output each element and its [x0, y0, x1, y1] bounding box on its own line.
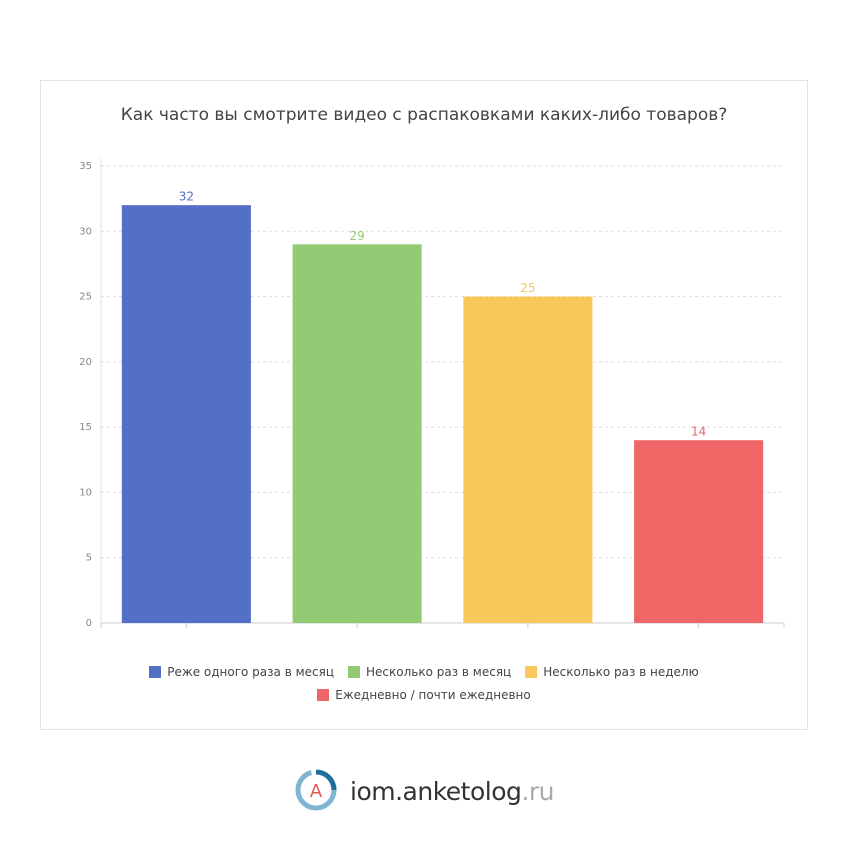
legend-swatch [149, 665, 162, 678]
legend-item[interactable]: Несколько раз в месяц [348, 664, 511, 679]
logo-letter: А [310, 781, 323, 802]
y-tick-label: 30 [79, 226, 92, 237]
y-tick-label: 5 [86, 553, 92, 564]
chart-title: Как часто вы смотрите видео с распаковка… [121, 105, 728, 125]
legend-label: Несколько раз в месяц [366, 664, 512, 679]
legend: Реже одного раза в месяц Несколько раз в … [134, 664, 714, 702]
y-tick-label: 15 [79, 422, 92, 433]
bar [292, 244, 422, 624]
legend-label: Реже одного раза в месяц [167, 664, 335, 679]
brand: iom.anketolog [350, 776, 522, 806]
data-label: 29 [349, 229, 364, 243]
legend-swatch [525, 665, 538, 678]
logo: А [295, 769, 337, 811]
data-label: 32 [179, 190, 194, 204]
y-tick-label: 25 [79, 292, 92, 303]
legend-swatch [348, 665, 361, 678]
data-label: 25 [520, 281, 535, 295]
y-tick-label: 10 [79, 487, 92, 498]
y-tick-label: 0 [86, 618, 92, 629]
bar [121, 205, 251, 623]
legend-item[interactable]: Несколько раз в неделю [525, 664, 699, 679]
legend-label: Ежедневно / почти ежедневно [335, 687, 531, 702]
legend-label: Несколько раз в неделю [543, 664, 699, 679]
chart-card [40, 80, 808, 730]
bar [634, 440, 764, 623]
legend-item[interactable]: Ежедневно / почти ежедневно [317, 687, 531, 702]
legend-swatch [317, 688, 330, 701]
bar [463, 296, 593, 623]
brand-tld: .ru [521, 776, 554, 806]
footer: А iom.anketolog.ru [294, 768, 554, 814]
data-label: 14 [691, 425, 706, 439]
y-tick-label: 20 [79, 357, 92, 368]
legend-item[interactable]: Реже одного раза в месяц [149, 664, 334, 679]
y-tick-label: 35 [79, 161, 92, 172]
